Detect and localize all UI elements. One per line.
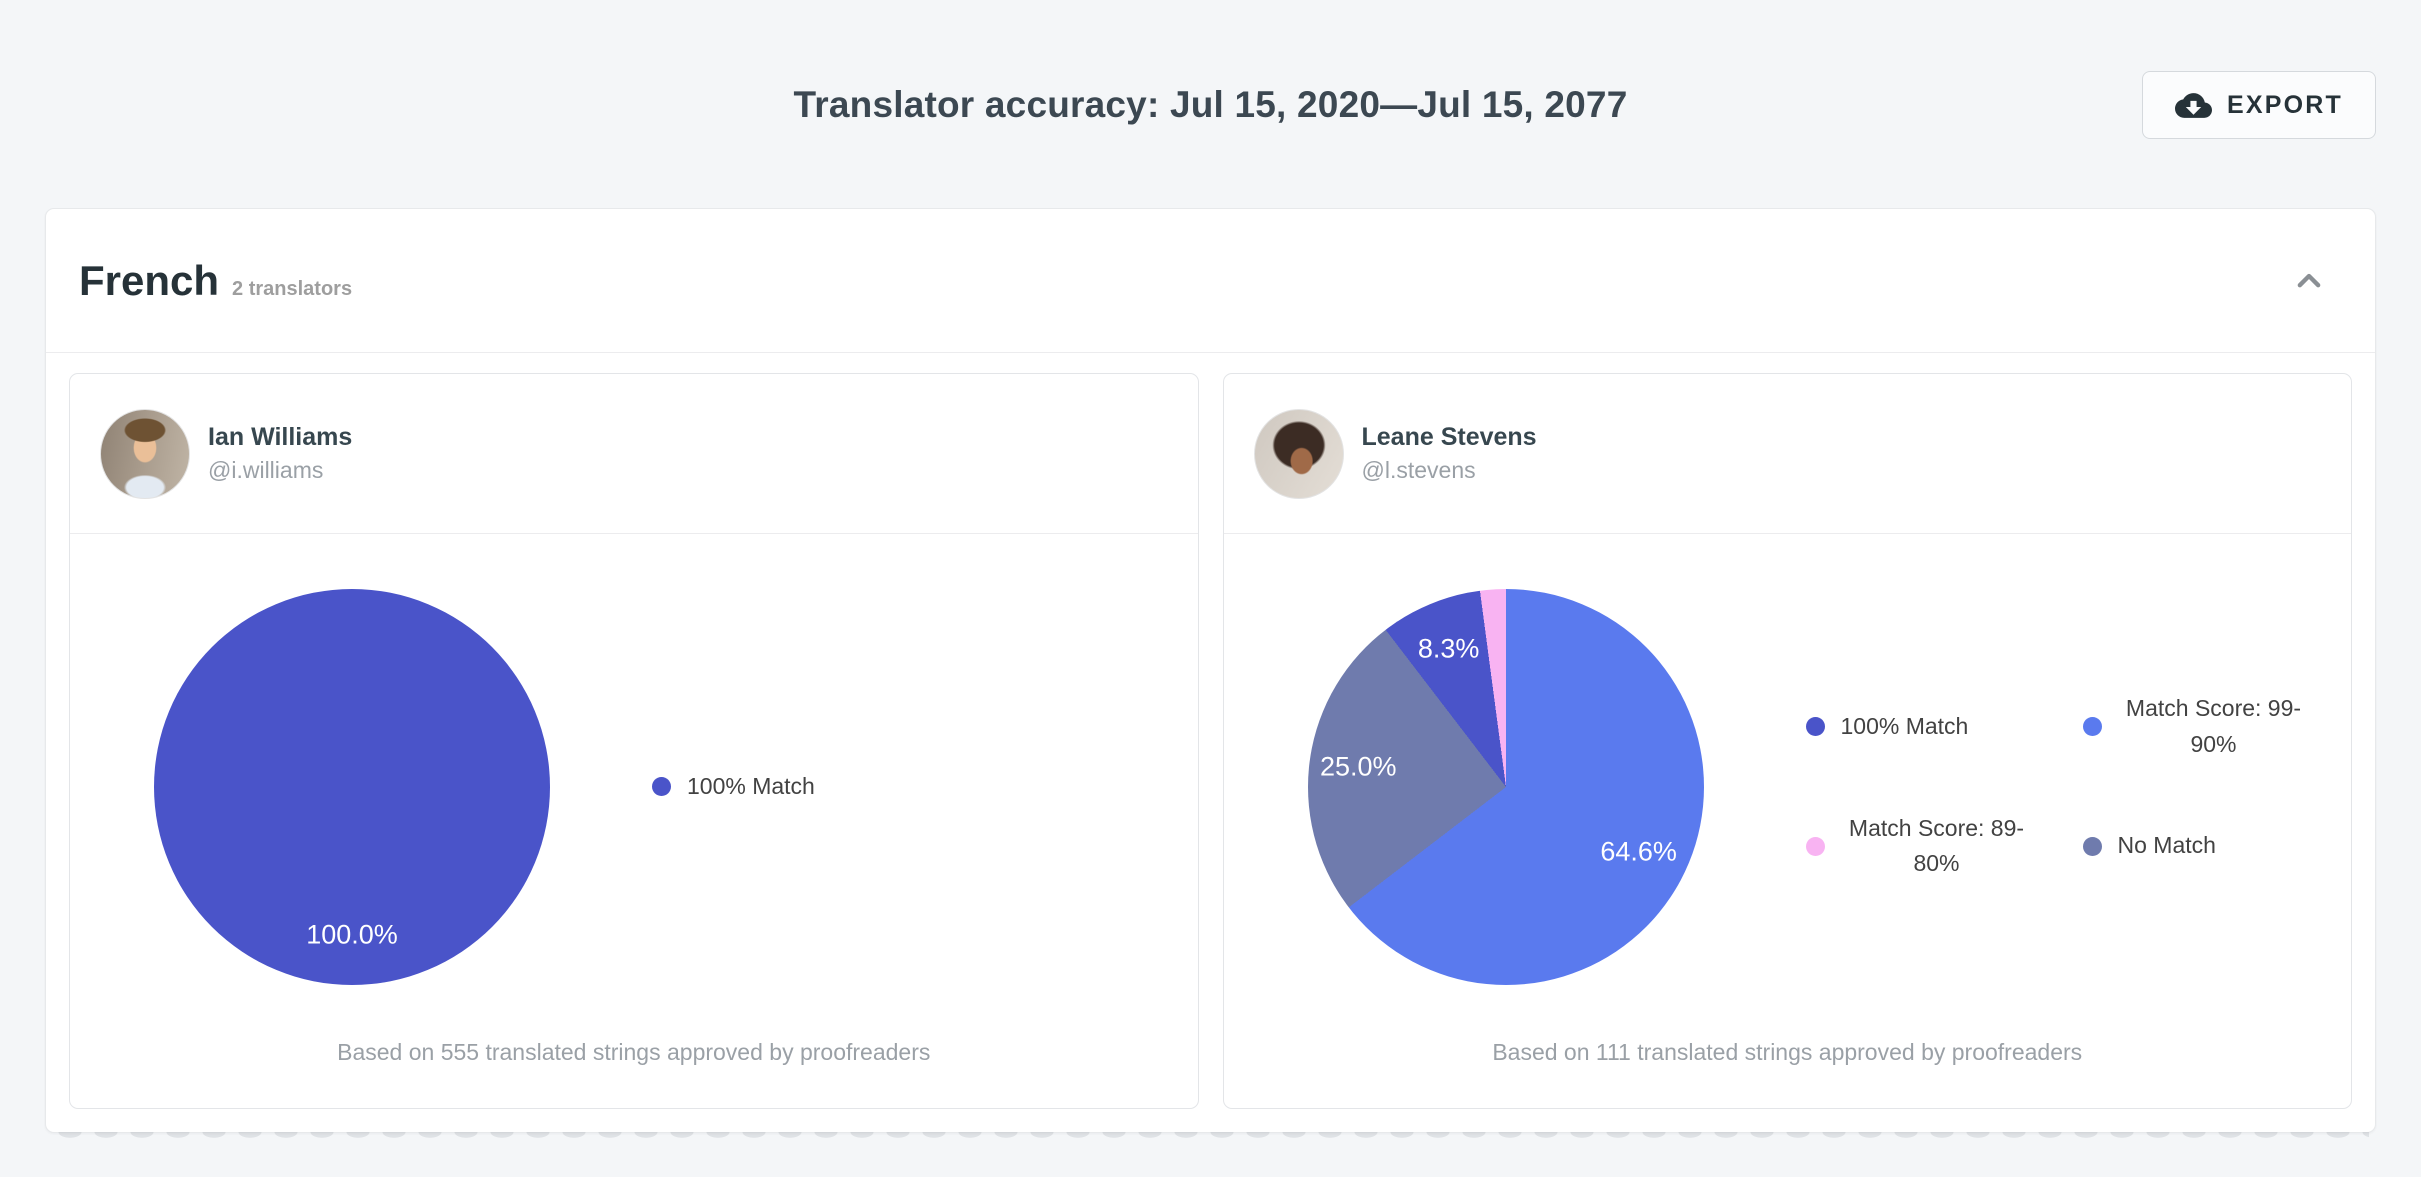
chart-row: 100.0% 100% Match — [70, 534, 1198, 1039]
language-name: French — [79, 256, 220, 304]
export-button-label: EXPORT — [2227, 90, 2343, 119]
collapse-button[interactable] — [2283, 255, 2335, 307]
legend-dot-icon — [1805, 836, 1825, 856]
legend-item: Match Score: 89-80% — [1805, 811, 2033, 882]
avatar — [100, 408, 190, 499]
language-section-body: Ian Williams @i.williams 100.0% 100% Mat… — [46, 353, 2375, 1109]
legend-label: 100% Match — [687, 772, 815, 799]
translator-identity: Ian Williams @i.williams — [208, 423, 352, 484]
translator-handle: @i.williams — [208, 457, 324, 483]
legend-label: Match Score: 99-90% — [2125, 695, 2302, 757]
legend-dot-icon — [1805, 717, 1825, 737]
pie-chart[interactable]: 64.6% 25.0% 8.3% — [1307, 588, 1704, 985]
chart-row: 64.6% 25.0% 8.3% 100% Match Match Score: 99… — [1224, 534, 2352, 1039]
translator-handle: @l.stevens — [1361, 457, 1476, 483]
chevron-up-icon — [2297, 273, 2321, 287]
translator-card-leane-stevens: Leane Stevens @l.stevens 64.6% 25.0% 8.3% … — [1222, 373, 2352, 1109]
pie-chart[interactable]: 100.0% — [154, 588, 550, 985]
legend-item: Match Score: 99-90% — [2082, 691, 2310, 762]
pie-value-label: 8.3% — [1417, 633, 1480, 664]
legend-item: 100% Match — [652, 769, 815, 805]
legend-dot-icon — [2082, 836, 2102, 856]
export-button[interactable]: EXPORT — [2142, 71, 2376, 139]
legend-label: Match Score: 89-80% — [1848, 814, 2025, 877]
pie-value-label: 25.0% — [1320, 751, 1397, 782]
legend-dot-icon — [652, 776, 671, 796]
topbar: Translator accuracy: Jul 15, 2020—Jul 15… — [0, 0, 2421, 208]
pie-value-label: 64.6% — [1600, 836, 1677, 867]
chart-note: Based on 111 translated strings approved… — [1492, 1039, 2083, 1065]
legend-label: No Match — [2117, 832, 2216, 859]
translators-count: 2 translators — [232, 277, 353, 300]
translator-name: Leane Stevens — [1361, 423, 1537, 451]
avatar — [1253, 408, 1344, 499]
legend-label: 100% Match — [1840, 713, 1969, 740]
translator-identity: Leane Stevens @l.stevens — [1362, 423, 1537, 484]
translator-header: Ian Williams @i.williams — [70, 374, 1198, 534]
legend-dot-icon — [2082, 717, 2102, 737]
language-section-card: French 2 translators Ian Williams @i.wil… — [45, 208, 2376, 1141]
legend-item: 100% Match — [1805, 709, 2033, 745]
page-title: Translator accuracy: Jul 15, 2020—Jul 15… — [793, 84, 1628, 125]
chart-note: Based on 555 translated strings approved… — [337, 1039, 931, 1065]
language-title-row: French 2 translators — [79, 257, 352, 305]
translator-header: Leane Stevens @l.stevens — [1223, 374, 2351, 534]
translator-name: Ian Williams — [208, 423, 353, 451]
language-section-header[interactable]: French 2 translators — [46, 209, 2375, 353]
chart-legend: 100% Match Match Score: 99-90% Match Score… — [1805, 691, 2310, 882]
card-bottom-shadow — [52, 1132, 2369, 1141]
cloud-download-icon — [2175, 92, 2212, 118]
translator-card-ian-williams: Ian Williams @i.williams 100.0% 100% Mat… — [69, 373, 1199, 1109]
pie-value-label: 100.0% — [306, 919, 398, 950]
legend-item: No Match — [2082, 828, 2310, 864]
chart-legend: 100% Match — [652, 769, 815, 805]
